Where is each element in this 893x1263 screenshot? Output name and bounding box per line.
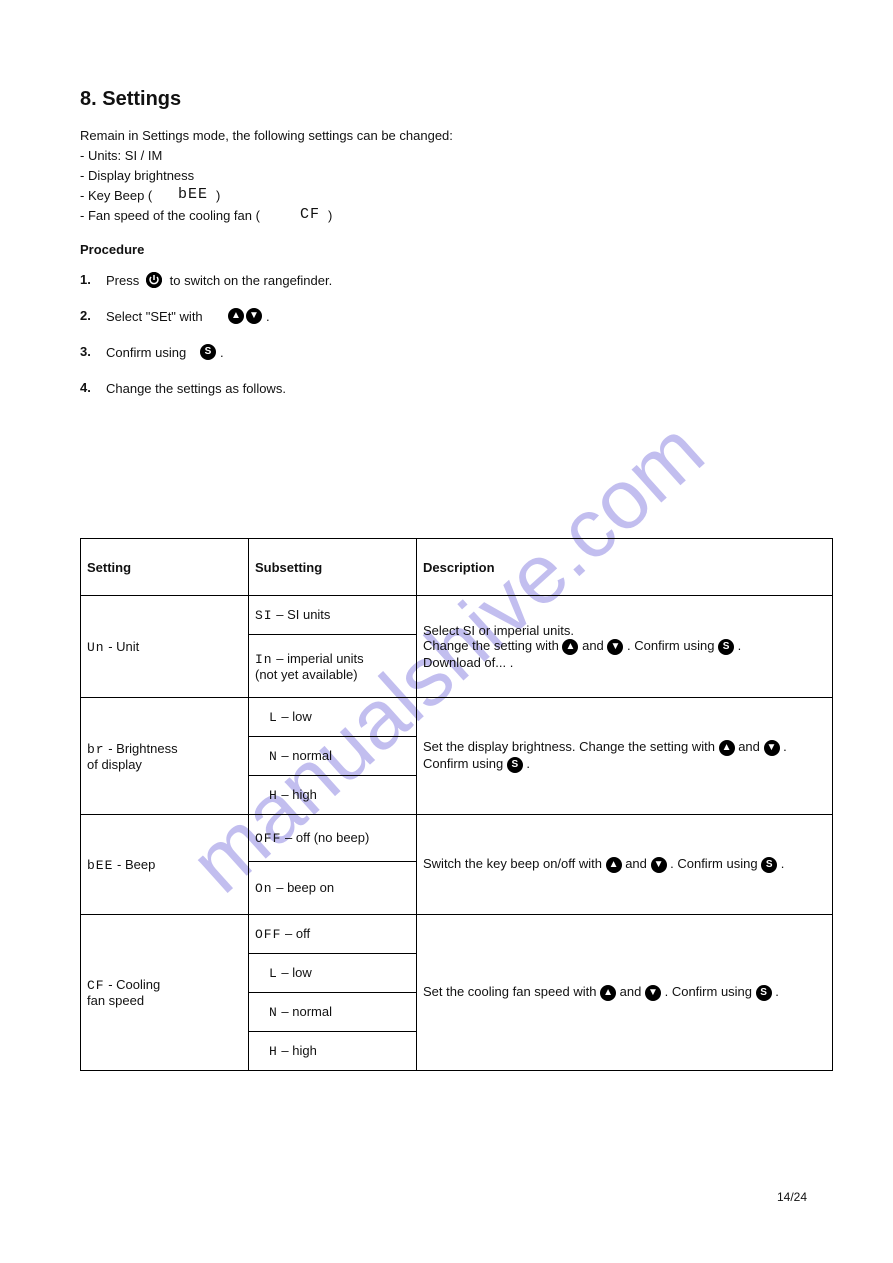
intro-line-3: - Display brightness [80,168,194,183]
cell-cf: CF - Coolingfan speed [81,915,249,1071]
cell-br-n: N – normal [249,737,417,776]
page-title: 8. Settings [80,88,181,111]
up-icon: ▲ [606,857,622,873]
th-subsetting: Subsetting [249,539,417,596]
intro-line-1: Remain in Settings mode, the following s… [80,128,453,143]
select-icon: S [756,985,772,1001]
down-icon: ▼ [645,985,661,1001]
step1-num: 1. [80,272,91,287]
intro-line-5a: - Fan speed of the cooling fan ( [80,208,260,223]
down-icon: ▼ [651,857,667,873]
cell-cf-n: N – normal [249,993,417,1032]
step2-pre: Select "SEt" with [106,309,206,324]
th-setting: Setting [81,539,249,596]
cell-cf-desc: Set the cooling fan speed with ▲ and ▼ .… [417,915,833,1071]
cell-un: Un - Unit [81,596,249,698]
intro-line-4b: ) [216,188,220,203]
step1-pre: Press [106,273,143,288]
cell-un-si: SI – SI units [249,596,417,635]
cell-bee-on: On – beep on [249,862,417,915]
page-number: 14/24 [777,1190,807,1204]
th-desc: Description [417,539,833,596]
intro-line-4a: - Key Beep ( [80,188,152,203]
cell-cf-off: OFF – off [249,915,417,954]
cell-br-h: H – high [249,776,417,815]
step1-post: to switch on the rangefinder. [166,273,332,288]
select-icon: S [507,757,523,773]
cell-bee-desc: Switch the key beep on/off with ▲ and ▼ … [417,815,833,915]
cell-cf-h: H – high [249,1032,417,1071]
down-icon: ▼ [607,639,623,655]
select-icon: S [761,857,777,873]
down-icon: ▼ [246,308,262,324]
settings-table: Setting Subsetting Description Un - Unit… [80,538,833,1071]
select-icon: S [200,344,216,360]
down-icon: ▼ [764,740,780,756]
up-icon: ▲ [600,985,616,1001]
cell-br: br - Brightnessof display [81,698,249,815]
cell-cf-l: L – low [249,954,417,993]
up-icon: ▲ [562,639,578,655]
up-icon: ▲ [719,740,735,756]
cell-bee: bEE - Beep [81,815,249,915]
step3-pre: Confirm using [106,345,190,360]
step3-num: 3. [80,344,91,359]
up-icon: ▲ [228,308,244,324]
step4-pre: Change the settings as follows. [106,381,286,396]
intro-line-5b: ) [328,208,332,223]
intro-line-2: - Units: SI / IM [80,148,162,163]
step2-num: 2. [80,308,91,323]
step2-post: . [266,309,270,324]
cell-un-desc: Select SI or imperial units. Change the … [417,596,833,698]
intro-seg-bee: bEE [178,186,208,203]
intro-seg-cf: CF [300,206,320,223]
cell-bee-off: OFF – off (no beep) [249,815,417,862]
cell-br-l: L – low [249,698,417,737]
procedure-title: Procedure [80,242,144,257]
select-icon: S [718,639,734,655]
step4-num: 4. [80,380,91,395]
power-icon [146,272,162,288]
cell-un-in: In – imperial units(not yet available) [249,635,417,698]
cell-br-desc: Set the display brightness. Change the s… [417,698,833,815]
step3-post: . [220,345,224,360]
